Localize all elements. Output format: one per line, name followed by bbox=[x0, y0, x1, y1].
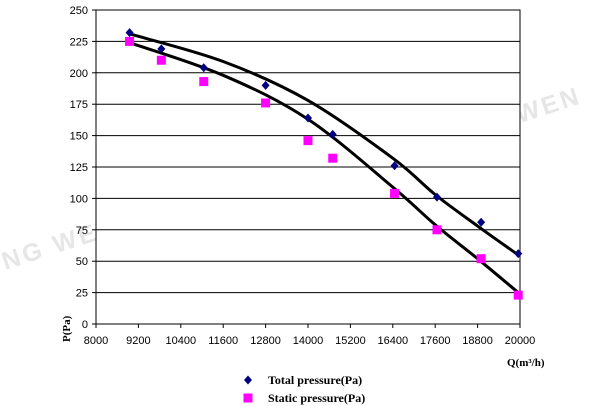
y-tick-label: 125 bbox=[70, 162, 88, 174]
trendline-1 bbox=[129, 32, 520, 257]
x-tick-label: 18800 bbox=[462, 335, 493, 347]
total-pressure-point bbox=[514, 249, 523, 259]
y-tick-label: 150 bbox=[70, 131, 88, 143]
x-tick-label: 11600 bbox=[208, 335, 238, 347]
x-tick-label: 12800 bbox=[250, 335, 281, 347]
total-pressure-point bbox=[432, 192, 441, 202]
y-tick-label: 100 bbox=[70, 193, 88, 205]
x-tick-label: 14000 bbox=[293, 335, 324, 347]
y-tick-label: 0 bbox=[82, 319, 88, 331]
legend: Total pressure(Pa) Static pressure(Pa) bbox=[243, 373, 365, 405]
total-pressure-point bbox=[157, 44, 166, 54]
grid-layer bbox=[96, 40, 520, 294]
x-tick-label: 9200 bbox=[126, 335, 150, 347]
static-pressure-point bbox=[513, 290, 523, 300]
tick-layer: 8000 9200 10400 11600 12800 14000 15200 16400 17… bbox=[70, 5, 536, 347]
static-pressure-point bbox=[261, 98, 271, 108]
static-pressure-point bbox=[199, 77, 209, 87]
static-pressure-point bbox=[328, 153, 338, 163]
total-pressure-point bbox=[477, 217, 486, 227]
legend-marker bbox=[243, 393, 253, 403]
x-tick-label: 20000 bbox=[505, 335, 536, 347]
x-tick-label: 15200 bbox=[335, 335, 366, 347]
static-pressure-point bbox=[156, 55, 166, 65]
static-pressure-point bbox=[432, 225, 442, 235]
static-pressure-point bbox=[476, 254, 486, 264]
y-tick-label: 175 bbox=[70, 99, 88, 111]
x-tick-label: 17600 bbox=[420, 335, 451, 347]
total-pressure-point bbox=[328, 129, 337, 139]
legend-marker bbox=[244, 375, 252, 385]
legend-label: Total pressure(Pa) bbox=[268, 373, 362, 387]
y-tick-label: 200 bbox=[70, 68, 88, 80]
x-tick-label: 16400 bbox=[378, 335, 409, 347]
x-tick-label: 8000 bbox=[84, 335, 108, 347]
legend-label: Static pressure(Pa) bbox=[268, 391, 365, 405]
y-tick-label: 225 bbox=[70, 36, 88, 48]
total-pressure-point bbox=[125, 28, 134, 38]
static-pressure-point bbox=[390, 188, 400, 198]
total-pressure-point bbox=[261, 80, 270, 90]
static-pressure-point bbox=[303, 136, 313, 146]
x-tick-label: 10400 bbox=[166, 335, 197, 347]
total-pressure-point bbox=[390, 161, 399, 171]
y-tick-label: 75 bbox=[76, 225, 88, 237]
y-tick-label: 25 bbox=[76, 288, 88, 300]
x-axis-title: Q(m³/h) bbox=[507, 357, 545, 369]
y-tick-label: 50 bbox=[76, 256, 88, 268]
y-tick-label: 250 bbox=[70, 5, 88, 17]
total-pressure-point bbox=[304, 113, 312, 123]
y-axis-title: P(Pa) bbox=[61, 315, 73, 342]
static-pressure-point bbox=[125, 36, 135, 46]
marker-layer bbox=[125, 28, 523, 300]
total-pressure-point bbox=[199, 63, 208, 73]
